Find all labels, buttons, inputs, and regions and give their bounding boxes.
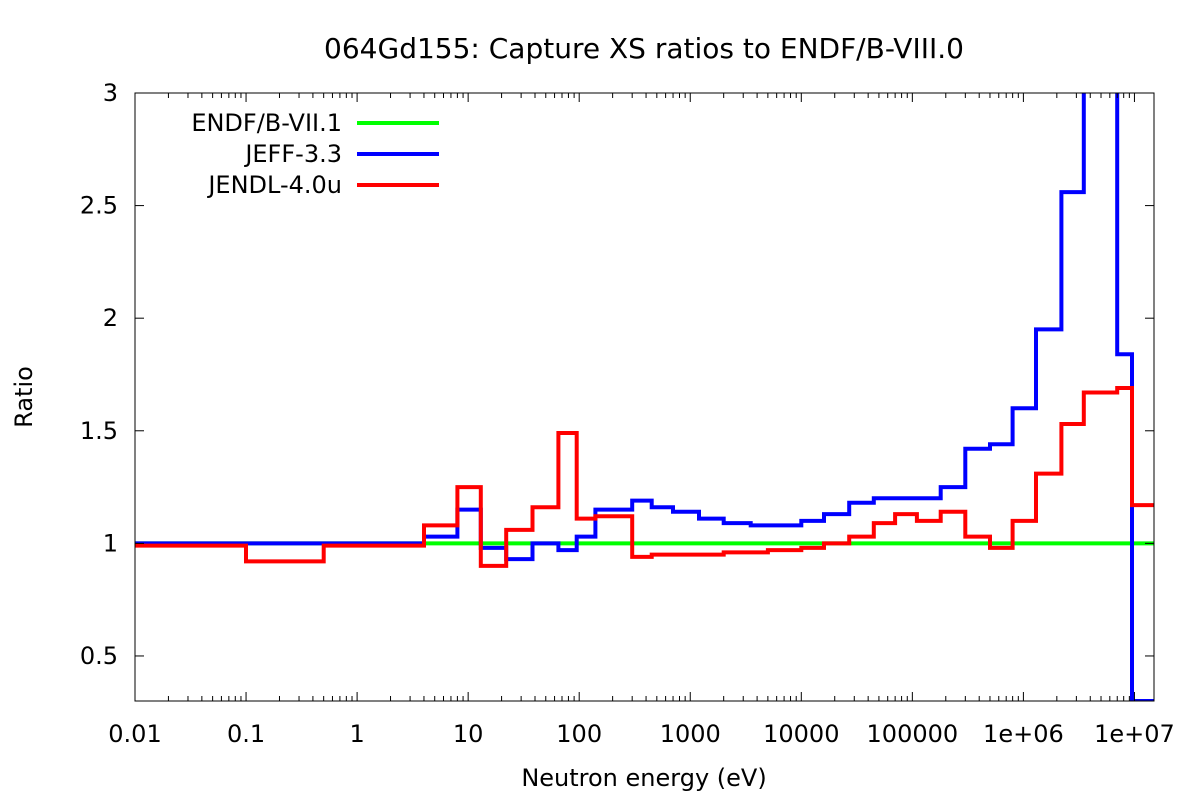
y-tick-label: 2.5 — [80, 192, 118, 220]
x-tick-label: 1000 — [660, 720, 721, 748]
x-tick-label: 10000 — [763, 720, 839, 748]
plot-frame — [134, 92, 1155, 702]
y-tick-label: 1 — [103, 529, 118, 557]
x-tick-label: 100 — [556, 720, 602, 748]
chart-title: 064Gd155: Capture XS ratios to ENDF/B-VI… — [324, 32, 964, 65]
y-tick-label: 0.5 — [80, 642, 118, 670]
series-line-2 — [135, 386, 1154, 568]
x-tick-label: 0.1 — [227, 720, 265, 748]
y-tick-label: 2 — [103, 304, 118, 332]
y-axis-title: Ratio — [10, 366, 38, 428]
x-axis-title: Neutron energy (eV) — [521, 764, 766, 792]
x-axis: 0.01 0.1 1 10 100 1000 10000 100000 1e+06 1e+07 — [108, 93, 1175, 748]
x-tick-label: 1 — [349, 720, 364, 748]
x-tick-label: 0.01 — [108, 720, 161, 748]
legend-label: JENDL-4.0u — [206, 171, 342, 199]
legend-label: ENDF/B-VII.1 — [191, 109, 342, 137]
y-tick-label: 3 — [103, 79, 118, 107]
legend: ENDF/B-VII.1 JEFF-3.3 JENDL-4.0u — [191, 109, 439, 199]
series-layer — [135, 93, 1154, 701]
x-tick-label: 1e+07 — [1094, 720, 1175, 748]
legend-label: JEFF-3.3 — [243, 140, 342, 168]
y-tick-label: 1.5 — [80, 417, 118, 445]
y-axis: 0.5 1 1.5 2 2.5 3 — [80, 79, 1154, 670]
series-line-1 — [135, 93, 1154, 701]
x-tick-label: 100000 — [867, 720, 959, 748]
x-tick-label: 1e+06 — [983, 720, 1064, 748]
x-tick-label: 10 — [453, 720, 484, 748]
